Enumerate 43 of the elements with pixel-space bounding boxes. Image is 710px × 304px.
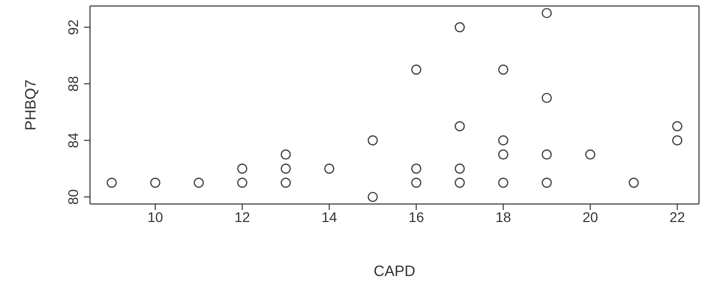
point xyxy=(498,149,508,160)
point xyxy=(324,164,334,174)
point xyxy=(542,8,552,18)
point xyxy=(237,178,248,188)
point xyxy=(368,135,378,146)
y-tick-label: 88 xyxy=(65,76,81,92)
point xyxy=(672,121,682,132)
point xyxy=(411,64,422,75)
point xyxy=(585,149,596,160)
point xyxy=(237,164,248,174)
point xyxy=(106,178,117,188)
point xyxy=(498,64,508,75)
x-tick-label: 14 xyxy=(321,208,338,225)
y-tick-label: 92 xyxy=(65,19,81,36)
x-tick-label: 18 xyxy=(495,208,512,225)
point xyxy=(542,178,552,188)
x-axis-title: CAPD xyxy=(374,263,416,280)
point xyxy=(280,164,291,174)
point xyxy=(454,22,465,32)
point xyxy=(454,164,465,174)
x-tick-label: 12 xyxy=(234,208,250,225)
point xyxy=(498,178,508,188)
point xyxy=(194,178,204,188)
x-tick-label: 22 xyxy=(669,208,686,225)
x-tick-label: 10 xyxy=(147,208,164,225)
point xyxy=(542,149,552,160)
point xyxy=(411,164,422,174)
point xyxy=(280,178,291,188)
point xyxy=(542,92,552,104)
point xyxy=(454,121,465,132)
y-tick-label: 80 xyxy=(65,188,81,205)
x-tick-label: 20 xyxy=(582,208,598,225)
point xyxy=(672,135,682,146)
point xyxy=(280,149,291,160)
x-tick-label: 16 xyxy=(408,208,424,225)
point xyxy=(498,135,508,146)
y-axis-title: PHBQ7 xyxy=(22,80,40,130)
point xyxy=(150,178,160,188)
point xyxy=(454,178,465,188)
y-tick-label: 84 xyxy=(65,132,81,148)
point xyxy=(411,178,422,188)
point xyxy=(368,192,378,202)
point xyxy=(628,178,639,188)
